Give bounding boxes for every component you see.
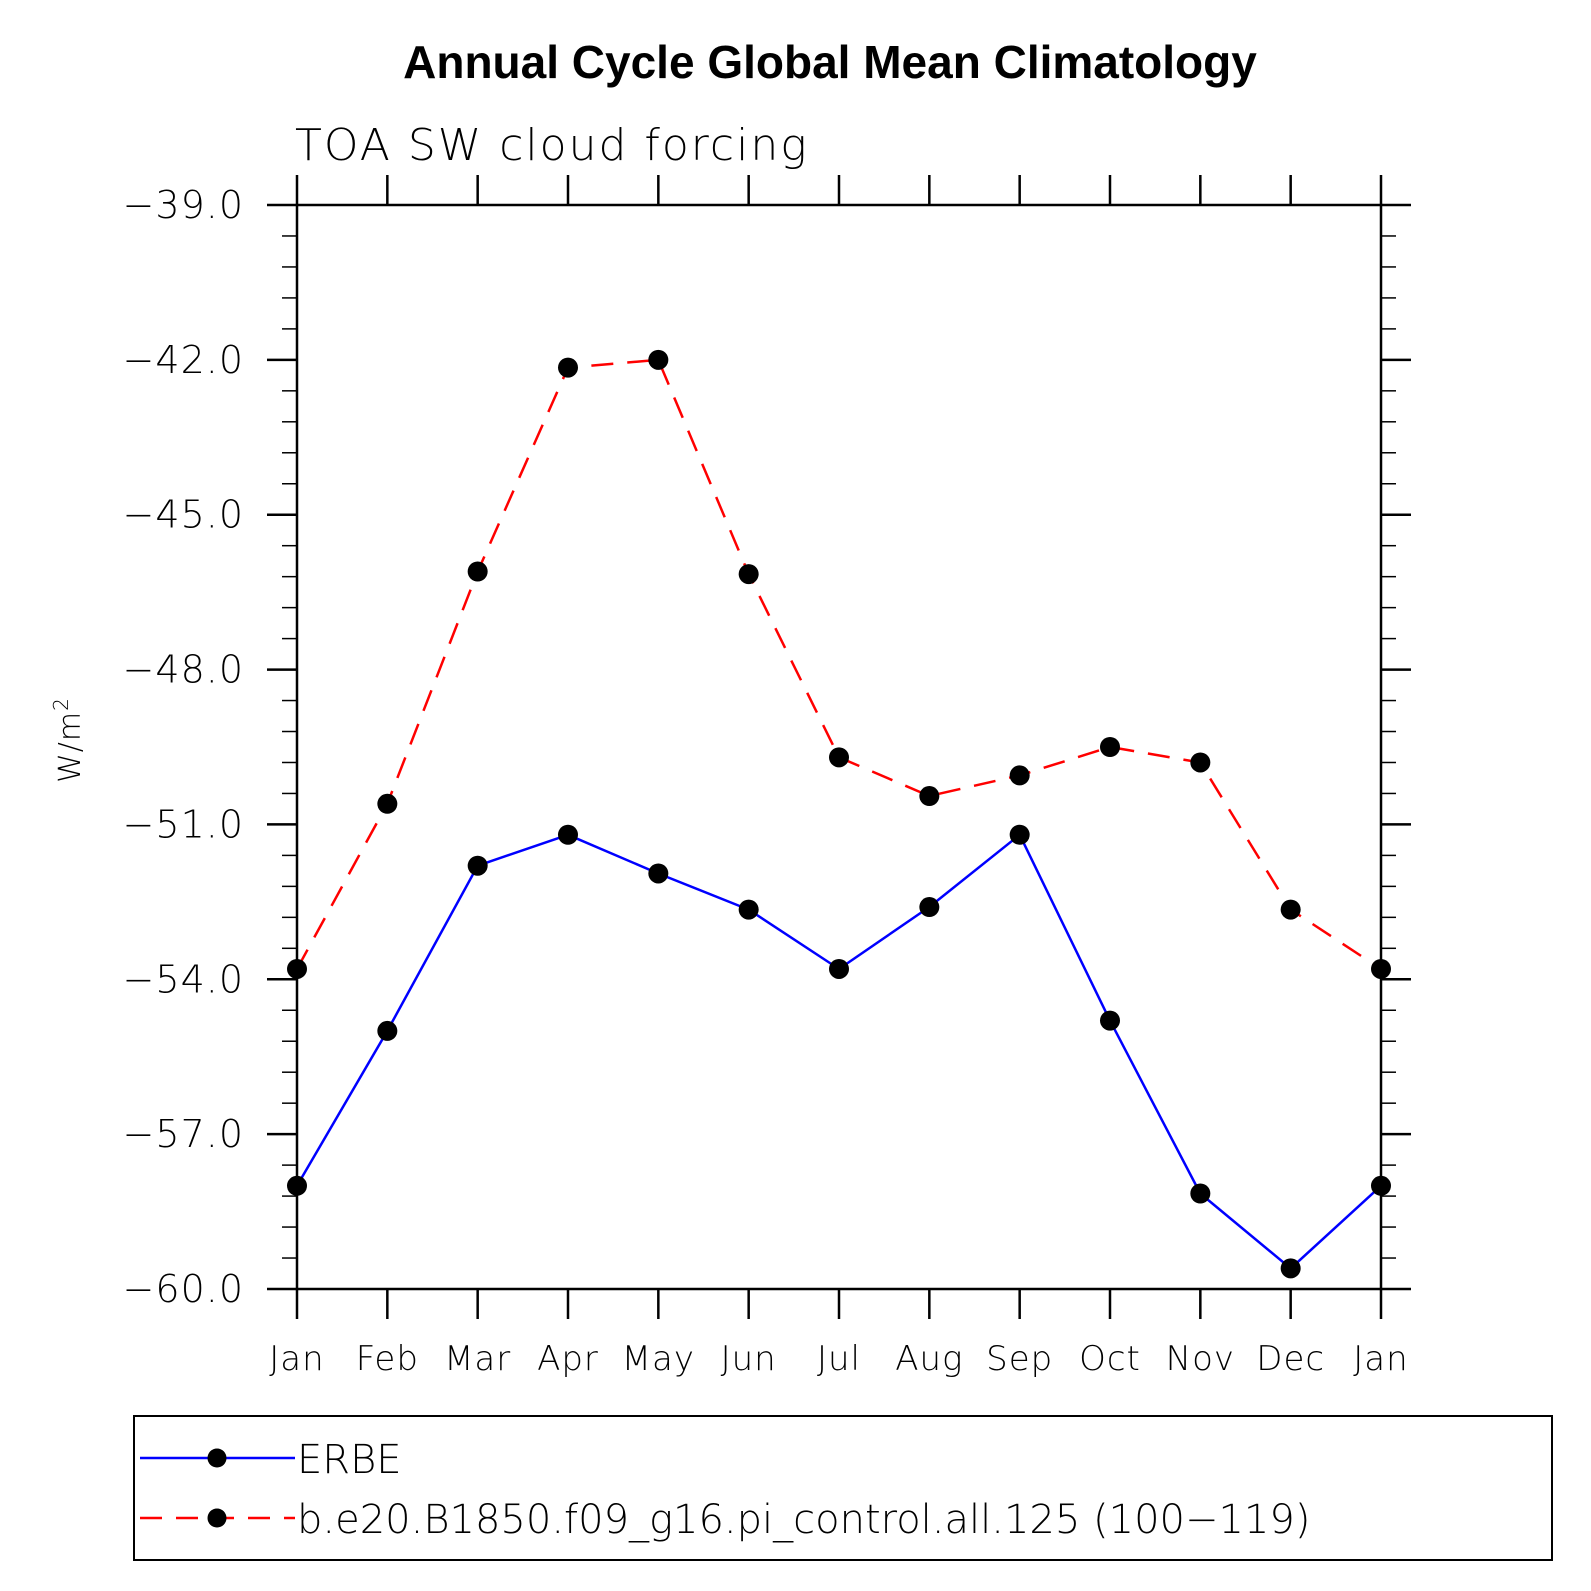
data-point-0-4: [648, 863, 669, 884]
data-point-0-7: [919, 897, 940, 918]
series-markers: [287, 349, 1391, 1279]
data-point-0-11: [1280, 1258, 1301, 1279]
y-axis-label-base: W/m: [53, 711, 88, 783]
chart-title: Annual Cycle Global Mean Climatology: [403, 36, 1257, 88]
legend-marker-model: [207, 1508, 227, 1528]
x-tick-label: Sep: [986, 1339, 1053, 1379]
data-point-1-2: [467, 561, 488, 582]
x-tick-label: Aug: [895, 1339, 963, 1379]
y-axis-label-superscript: 2: [49, 697, 73, 711]
chart-subtitle: TOA SW cloud forcing: [295, 120, 809, 171]
data-point-0-3: [558, 824, 578, 845]
data-point-1-10: [1190, 752, 1211, 773]
x-tick-label: Jan: [1353, 1339, 1408, 1379]
data-point-1-1: [377, 793, 398, 814]
legend-label-erbe: ERBE: [297, 1437, 402, 1483]
x-tick-label: Jun: [721, 1339, 777, 1379]
data-point-1-6: [829, 747, 849, 768]
data-point-1-0: [287, 958, 307, 979]
data-point-0-12: [1371, 1175, 1391, 1196]
x-tick-label: Nov: [1166, 1339, 1235, 1379]
x-tick-label: Feb: [356, 1339, 419, 1379]
x-tick-label: Oct: [1079, 1339, 1141, 1379]
y-tick-label: −42.0: [123, 338, 244, 382]
data-point-1-3: [558, 357, 578, 378]
data-point-0-10: [1190, 1183, 1211, 1204]
x-tick-label: Apr: [537, 1339, 599, 1379]
plot-frame: [295, 203, 1383, 1291]
data-point-0-1: [377, 1020, 398, 1041]
data-point-0-9: [1100, 1010, 1120, 1031]
data-point-1-4: [648, 349, 669, 370]
x-tick-label: Mar: [444, 1339, 511, 1379]
x-tick-label: Jan: [269, 1339, 324, 1379]
y-tick-label: −57.0: [123, 1112, 244, 1156]
y-tick-label: −45.0: [123, 493, 244, 537]
axes: −60.0 −57.0 −54.0 −51.0 −48.0 −45.0 −42.0 −39.0…: [123, 175, 1411, 1379]
y-axis-label: W/m2: [49, 697, 88, 783]
data-point-1-11: [1280, 899, 1301, 920]
series-line-0: [295, 833, 1382, 1270]
data-point-0-8: [1009, 824, 1030, 845]
data-point-0-2: [467, 855, 488, 876]
y-tick-label: −51.0: [123, 802, 244, 846]
data-point-1-5: [738, 564, 759, 585]
data-point-0-0: [287, 1175, 307, 1196]
legend-entry-1: ERBE: [140, 1437, 402, 1483]
series-lines: [295, 358, 1382, 1270]
y-tick-label: −48.0: [123, 648, 244, 692]
y-tick-label: −54.0: [123, 957, 244, 1001]
legend-label-model: b.e20.B1850.f09_g16.pi_control.all.125 (…: [297, 1497, 1310, 1543]
legend-entry-2: b.e20.B1850.f09_g16.pi_control.all.125 (…: [140, 1497, 1310, 1543]
x-tick-label: Jul: [817, 1339, 861, 1379]
data-point-1-7: [919, 786, 940, 807]
data-point-0-5: [738, 899, 759, 920]
x-tick-label: Dec: [1256, 1339, 1325, 1379]
y-tick-label: −60.0: [123, 1267, 244, 1311]
data-point-1-8: [1009, 765, 1030, 786]
x-tick-label: May: [622, 1339, 695, 1379]
data-point-1-9: [1100, 737, 1120, 757]
legend-box: [133, 1415, 1553, 1561]
y-tick-label: −39.0: [123, 183, 244, 227]
data-point-0-6: [829, 958, 849, 979]
series-line-1: [295, 358, 1382, 971]
legend-marker-erbe: [207, 1448, 227, 1468]
data-point-1-12: [1371, 958, 1391, 979]
